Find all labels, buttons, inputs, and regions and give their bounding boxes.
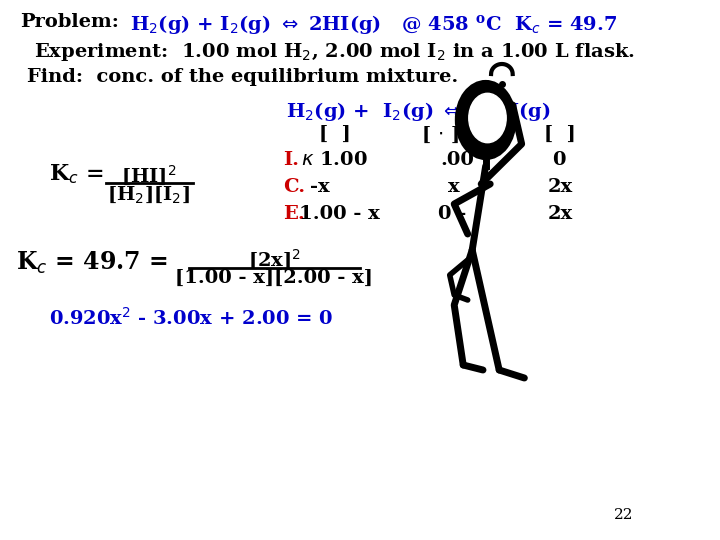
Text: [2x]$^2$: [2x]$^2$ (248, 248, 301, 272)
Text: Experiment:  1.00 mol H$_2$, 2.00 mol I$_2$ in a 1.00 L flask.: Experiment: 1.00 mol H$_2$, 2.00 mol I$_… (34, 41, 635, 63)
Text: [H$_2$][I$_2$]: [H$_2$][I$_2$] (107, 184, 190, 205)
Text: 0: 0 (552, 151, 566, 169)
Text: I.: I. (283, 151, 300, 169)
Text: 2x: 2x (548, 178, 573, 196)
Text: [  ]: [ ] (544, 125, 576, 143)
Text: Problem:: Problem: (19, 13, 119, 31)
Text: .00: .00 (441, 151, 474, 169)
Text: [ $\cdot$ ]: [ $\cdot$ ] (421, 125, 459, 145)
Text: C.: C. (283, 178, 305, 196)
Text: [  ]: [ ] (319, 125, 351, 143)
Text: [1.00 - x][2.00 - x]: [1.00 - x][2.00 - x] (176, 269, 374, 287)
Text: K$_c$ =: K$_c$ = (50, 162, 104, 186)
Text: 1.00 - x: 1.00 - x (299, 205, 379, 223)
Text: 0.920x$^2$ - 3.00x + 2.00 = 0: 0.920x$^2$ - 3.00x + 2.00 = 0 (50, 307, 334, 329)
Text: 22: 22 (613, 508, 633, 522)
Text: 2x: 2x (548, 205, 573, 223)
Ellipse shape (469, 93, 506, 143)
Text: K$_c$ = 49.7 =: K$_c$ = 49.7 = (16, 250, 168, 276)
Text: [HI]$^2$: [HI]$^2$ (121, 164, 176, 188)
Text: E.: E. (283, 205, 305, 223)
Text: $\kappa$ 1.00: $\kappa$ 1.00 (301, 151, 368, 169)
Text: H$_2$(g) + I$_2$(g) $\Leftrightarrow$ 2HI(g)   @ 458 $\mathregular{^o}$C  K$_c$ : H$_2$(g) + I$_2$(g) $\Leftrightarrow$ 2H… (130, 13, 618, 36)
Text: Find:  conc. of the equilibrium mixture.: Find: conc. of the equilibrium mixture. (27, 68, 458, 86)
Text: H$_2$(g) +  I$_2$(g) $\Leftrightarrow$  2HI(g): H$_2$(g) + I$_2$(g) $\Leftrightarrow$ 2H… (286, 100, 551, 123)
Text: -x: -x (310, 178, 330, 196)
Text: x: x (448, 178, 459, 196)
Ellipse shape (457, 82, 515, 158)
Text: 0 -: 0 - (438, 205, 467, 223)
